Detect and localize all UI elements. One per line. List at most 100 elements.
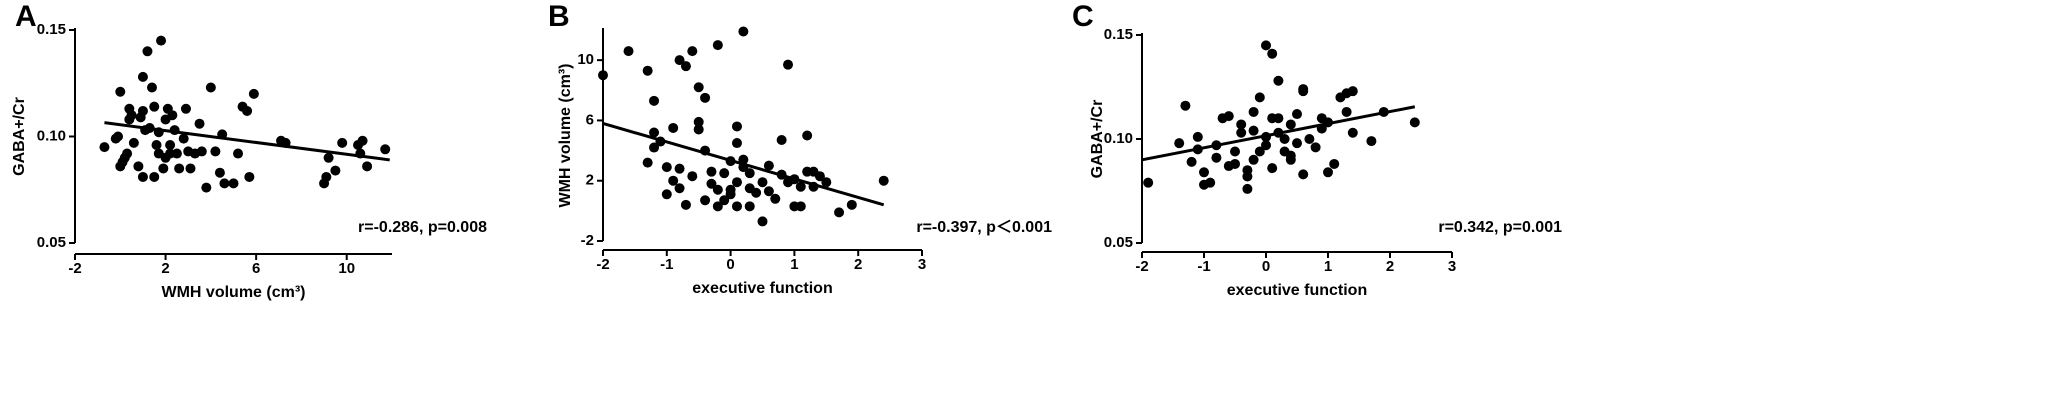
data-point (725, 189, 736, 200)
data-point (668, 122, 679, 133)
y-tick-label: 0.05 (1104, 234, 1133, 251)
data-point (1347, 127, 1358, 138)
data-point (731, 177, 742, 188)
data-point (1248, 106, 1259, 117)
data-point (242, 105, 253, 116)
data-point (228, 178, 239, 189)
data-point (137, 171, 148, 182)
data-point (712, 184, 723, 195)
data-point (661, 189, 672, 200)
data-point (201, 182, 212, 193)
data-point (1261, 140, 1271, 151)
data-point (167, 110, 178, 121)
x-tick-label: 2 (854, 256, 862, 273)
data-point (146, 82, 157, 93)
data-point (180, 103, 191, 114)
data-point (719, 195, 730, 206)
panel-label: A (15, 0, 37, 33)
x-tick-label: -2 (1135, 258, 1148, 275)
data-point (160, 152, 171, 163)
annotation: r=0.342, p=0.001 (1438, 219, 1562, 236)
data-point (165, 140, 176, 151)
data-point (642, 157, 653, 168)
x-tick-label: 3 (918, 256, 926, 273)
y-tick-label: 0.05 (37, 234, 66, 251)
data-point (712, 201, 723, 212)
data-point (693, 82, 704, 93)
data-point (814, 171, 825, 182)
data-point (846, 199, 857, 210)
data-point (149, 171, 160, 182)
data-point (1285, 154, 1296, 165)
data-point (598, 70, 608, 81)
x-tick-label: 0 (1262, 258, 1270, 275)
data-point (1341, 106, 1352, 117)
data-point (731, 138, 742, 149)
data-point (661, 162, 672, 173)
data-point (731, 201, 742, 212)
data-point (196, 146, 207, 157)
data-point (1199, 167, 1209, 178)
data-point (776, 135, 787, 146)
data-point (1223, 111, 1234, 122)
y-axis-title: WMH volume (cm³) (557, 64, 574, 208)
x-tick-label: -1 (660, 256, 673, 273)
x-tick-label: -1 (1197, 258, 1210, 275)
x-tick-label: 6 (252, 260, 260, 277)
regression-line (104, 121, 390, 162)
data-point (1279, 134, 1290, 144)
data-point (357, 135, 368, 146)
y-axis-title: GABA+/Cr (11, 97, 28, 176)
data-point (149, 101, 160, 112)
data-point (1261, 40, 1271, 51)
y-tick-label: 0.15 (1104, 26, 1133, 43)
data-point (674, 183, 685, 194)
data-point (763, 186, 774, 197)
data-point (1186, 156, 1197, 167)
data-point (122, 148, 133, 159)
data-point (1205, 177, 1216, 188)
data-point (878, 175, 889, 186)
x-tick-label: 2 (1386, 258, 1394, 275)
panel-label: C (1072, 0, 1094, 33)
data-point (693, 124, 704, 135)
data-point (248, 88, 259, 99)
data-point (1223, 161, 1234, 172)
data-point (124, 103, 135, 114)
data-point (210, 146, 221, 157)
data-point (133, 161, 144, 172)
x-tick-label: 1 (1324, 258, 1332, 275)
data-point (113, 131, 124, 142)
data-point (1236, 127, 1247, 138)
data-point (1304, 134, 1315, 144)
data-point (674, 163, 685, 174)
data-point (174, 163, 185, 174)
data-point (687, 46, 698, 57)
data-point (1211, 152, 1222, 163)
data-point (1292, 109, 1302, 120)
data-point (156, 35, 167, 46)
data-point (1273, 113, 1284, 124)
panel-label: B (548, 0, 570, 33)
data-point (362, 161, 373, 172)
data-point (1329, 158, 1340, 169)
data-point (115, 161, 126, 172)
x-tick-label: -2 (68, 260, 81, 277)
data-point (712, 40, 723, 51)
data-point (137, 71, 148, 82)
data-point (1192, 131, 1203, 142)
data-point (1292, 138, 1302, 149)
data-point (719, 168, 730, 179)
y-tick-label: 0.10 (1104, 130, 1133, 147)
regression-line (1141, 105, 1416, 162)
data-point (770, 193, 781, 204)
data-point (1316, 113, 1327, 124)
data-point (751, 187, 762, 198)
data-point (1230, 146, 1240, 157)
data-point (1298, 84, 1309, 95)
data-point (674, 55, 685, 66)
data-point (1273, 75, 1284, 86)
y-tick-label: 2 (586, 172, 594, 189)
data-point (623, 46, 634, 57)
